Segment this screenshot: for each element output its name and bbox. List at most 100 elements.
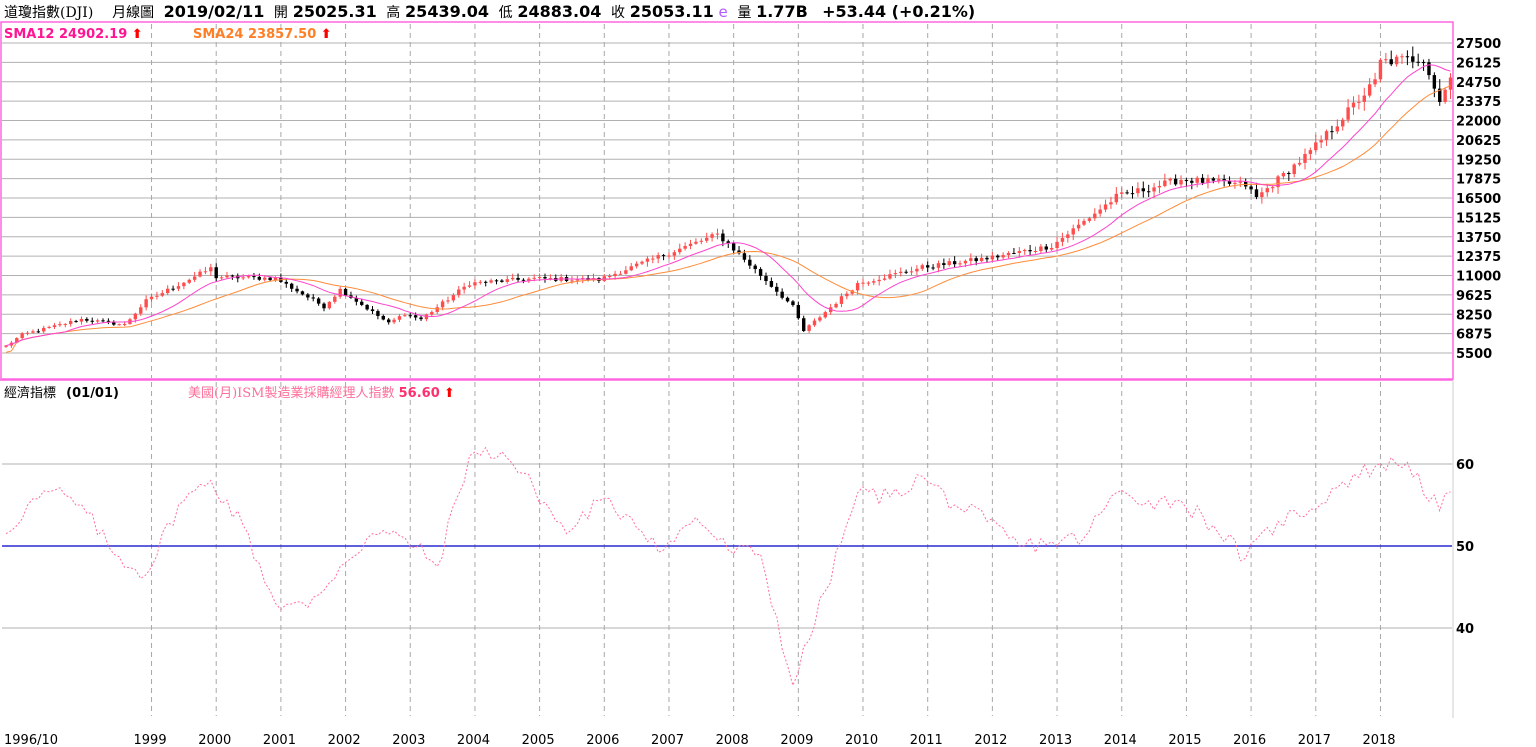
sma24-arrow-icon: ⬆	[321, 27, 332, 42]
candle-body	[155, 295, 159, 297]
up-candle	[888, 269, 892, 280]
up-candle	[818, 315, 822, 323]
candle-body	[413, 315, 418, 318]
up-candle	[947, 258, 951, 267]
candle-body	[510, 277, 515, 280]
candle-body	[952, 261, 957, 265]
down-candle	[252, 273, 256, 280]
candle-body	[1060, 237, 1065, 242]
candle-body	[1400, 56, 1404, 58]
down-candle	[1389, 50, 1393, 67]
down-candle	[1146, 184, 1151, 198]
candle-body	[731, 243, 736, 251]
down-candle	[214, 263, 218, 282]
down-candle	[780, 288, 784, 300]
down-candle	[484, 280, 488, 287]
candle-body	[386, 319, 391, 323]
candle-body	[95, 320, 100, 322]
candle-body	[1222, 179, 1226, 182]
candle-body	[1141, 188, 1145, 192]
up-candle	[1179, 175, 1183, 188]
time-tick-label: 2010	[845, 733, 878, 747]
up-candle	[1082, 218, 1086, 227]
up-candle	[634, 261, 639, 269]
up-candle	[1346, 98, 1350, 123]
time-tick-label: 2005	[522, 733, 555, 747]
down-candle	[1130, 186, 1135, 199]
candle-body	[737, 250, 741, 254]
down-candle	[1287, 171, 1291, 181]
time-tick-label: 1999	[134, 733, 167, 747]
up-candle	[872, 278, 876, 286]
candle-body	[1346, 107, 1350, 120]
candle-body	[338, 288, 342, 297]
down-candle	[85, 317, 89, 323]
down-candle	[769, 277, 774, 288]
down-candle	[257, 273, 262, 281]
ism-legend: 美國(月)ISM製造業採購經理人指數 56.60 ⬆	[188, 385, 455, 401]
candle-body	[845, 293, 849, 297]
candle-body	[942, 263, 946, 266]
candle-body	[101, 320, 105, 322]
time-tick-label: 2001	[263, 733, 296, 747]
candle-body	[990, 255, 995, 260]
candle-body	[1287, 173, 1291, 175]
up-candle	[645, 256, 650, 267]
down-candle	[925, 261, 930, 273]
candle-body	[1427, 62, 1431, 76]
up-candle	[1351, 96, 1356, 115]
up-candle	[20, 332, 24, 341]
up-candle	[1297, 157, 1302, 167]
candle-body	[300, 291, 305, 295]
candle-body	[1233, 182, 1237, 184]
candle-body	[322, 303, 326, 309]
down-candle	[300, 290, 305, 296]
up-candle	[1195, 175, 1199, 188]
down-candle	[661, 253, 666, 261]
candle-body	[1179, 180, 1183, 185]
candle-body	[1184, 180, 1189, 182]
up-candle	[823, 310, 827, 319]
up-candle	[47, 325, 51, 329]
candle-body	[1292, 164, 1296, 175]
up-candle	[990, 252, 995, 262]
candle-body	[1109, 202, 1113, 205]
candle-body	[451, 295, 456, 301]
candle-body	[478, 281, 483, 283]
down-candle	[370, 306, 375, 314]
close-value: 25053.11	[629, 2, 714, 21]
up-candle	[462, 282, 466, 294]
up-candle	[63, 323, 67, 328]
price-tick-label: 23375	[1456, 95, 1501, 110]
down-candle	[494, 279, 499, 285]
up-candle	[710, 232, 714, 242]
up-candle	[899, 267, 903, 277]
up-candle	[877, 275, 881, 286]
candle-body	[1211, 178, 1216, 181]
candle-body	[866, 282, 871, 284]
price-panel-background	[0, 22, 1453, 380]
candle-body	[1136, 188, 1140, 194]
up-candle	[397, 314, 402, 323]
candle-body	[1087, 218, 1092, 221]
up-candle	[1362, 87, 1366, 111]
candle-body	[1227, 181, 1232, 184]
candle-body	[834, 303, 838, 308]
candle-body	[112, 321, 116, 325]
candle-body	[602, 276, 606, 281]
sma12-line	[5, 64, 1451, 347]
ism-arrow-icon: ⬆	[444, 386, 455, 401]
up-candle	[1400, 53, 1404, 64]
candle-body	[1265, 188, 1269, 193]
candle-body	[85, 318, 89, 321]
candle-body	[1394, 56, 1399, 65]
candle-body	[1254, 189, 1259, 198]
estimate-flag: e	[718, 3, 728, 21]
candle-body	[1324, 131, 1329, 141]
candle-body	[1076, 224, 1081, 229]
price-tick-label: 11000	[1456, 270, 1501, 285]
down-candle	[1028, 244, 1032, 256]
candle-body	[440, 301, 445, 308]
candle-body	[543, 277, 547, 279]
price-tick-label: 13750	[1456, 231, 1501, 246]
